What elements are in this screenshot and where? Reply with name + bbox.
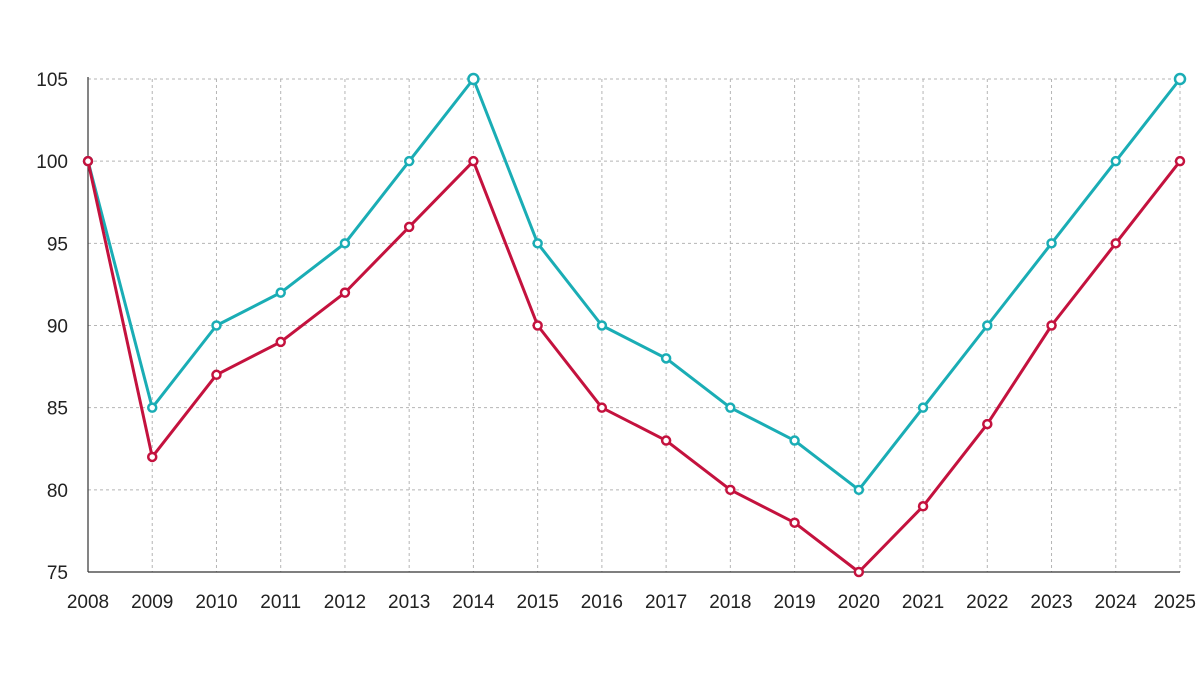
data-point xyxy=(853,484,865,496)
data-point xyxy=(596,402,608,413)
x-tick-label: 2008 xyxy=(67,592,109,613)
x-tick-label: 2014 xyxy=(452,592,495,613)
series-group xyxy=(82,72,1187,578)
x-tick-label: 2013 xyxy=(388,592,430,613)
data-point xyxy=(660,435,672,446)
x-axis-tick-labels: 2008 2009 2010 2011 2012 2013 2014 2015 2016 2017… xyxy=(67,592,1196,613)
x-tick-label: 2021 xyxy=(902,592,944,613)
x-tick-label: 2017 xyxy=(645,592,687,613)
x-tick-label: 2012 xyxy=(324,592,366,613)
data-point xyxy=(789,517,800,528)
data-point xyxy=(403,221,415,233)
x-tick-label: 2020 xyxy=(838,592,880,613)
data-point xyxy=(1046,238,1057,249)
grid xyxy=(87,78,1181,573)
data-point xyxy=(789,435,800,446)
y-tick-label: 90 xyxy=(47,317,68,338)
x-tick-label: 2015 xyxy=(517,592,559,613)
data-point xyxy=(725,402,736,413)
x-tick-label: 2025 xyxy=(1154,592,1196,613)
data-point xyxy=(467,72,480,86)
data-point xyxy=(596,320,608,331)
y-tick-label: 80 xyxy=(47,481,68,502)
y-tick-label: 75 xyxy=(47,563,68,584)
data-point xyxy=(725,484,736,496)
x-tick-label: 2018 xyxy=(709,592,751,613)
y-tick-label: 100 xyxy=(36,152,68,173)
data-point xyxy=(917,402,929,413)
data-point xyxy=(982,320,993,331)
x-tick-label: 2023 xyxy=(1030,592,1072,613)
x-tick-label: 2024 xyxy=(1095,592,1138,613)
data-point xyxy=(339,238,351,249)
data-point xyxy=(339,287,351,298)
y-tick-label: 95 xyxy=(47,234,68,255)
data-point xyxy=(1173,72,1187,86)
data-point xyxy=(1110,155,1122,167)
data-point xyxy=(1046,320,1057,331)
y-tick-label: 85 xyxy=(47,399,68,420)
data-point xyxy=(917,501,929,512)
data-point xyxy=(853,566,865,578)
data-point xyxy=(660,353,672,364)
data-point xyxy=(1174,155,1186,167)
data-point xyxy=(1110,238,1122,249)
x-tick-label: 2016 xyxy=(581,592,623,613)
data-point xyxy=(211,320,222,331)
y-axis-tick-labels: 75 80 85 90 95 100 105 xyxy=(36,70,68,584)
data-point xyxy=(532,320,543,331)
data-point xyxy=(146,402,158,413)
x-tick-label: 2022 xyxy=(966,592,1008,613)
x-tick-label: 2019 xyxy=(773,592,815,613)
data-point xyxy=(275,287,286,298)
data-point xyxy=(211,369,222,381)
x-tick-label: 2009 xyxy=(131,592,173,613)
data-point xyxy=(403,155,415,167)
y-tick-label: 105 xyxy=(36,70,68,91)
axes xyxy=(87,77,1180,573)
series-line xyxy=(86,159,1182,574)
data-point xyxy=(468,155,479,167)
series-line xyxy=(86,77,1182,492)
x-tick-label: 2010 xyxy=(195,592,237,613)
data-point xyxy=(82,155,94,167)
data-point xyxy=(532,238,543,249)
x-tick-label: 2011 xyxy=(260,592,301,613)
data-point xyxy=(982,418,993,430)
data-point xyxy=(146,451,158,463)
data-point xyxy=(275,336,286,348)
